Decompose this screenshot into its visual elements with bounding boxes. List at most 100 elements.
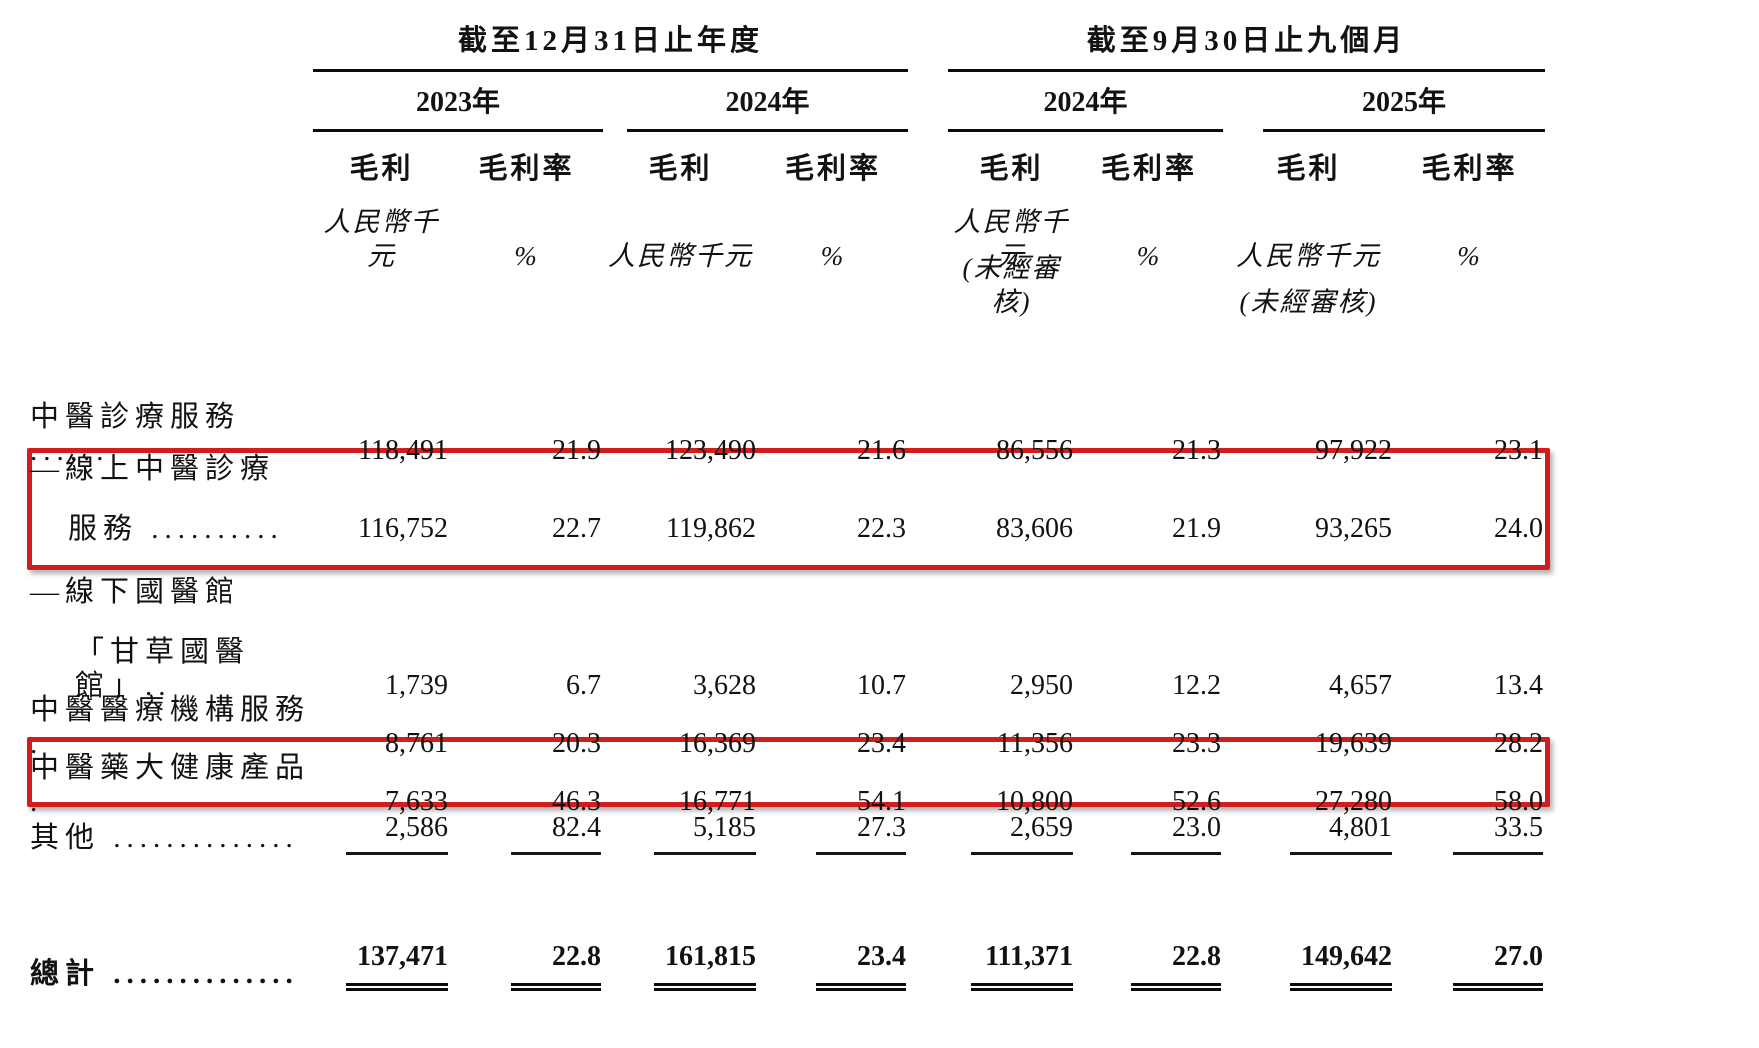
value-cell: 10,800 xyxy=(996,786,1073,817)
unit-percent: % xyxy=(1457,241,1482,271)
value-cell: 5,185 xyxy=(603,811,758,855)
units-row: 人民幣千元 % 人民幣千元 % 人民幣千元 % 人民幣千元 % xyxy=(30,205,1545,273)
subtotal-rule: 33.5 xyxy=(1453,811,1543,855)
value-cell: 27,280 xyxy=(1315,786,1392,817)
value-cell: 119,862 xyxy=(666,513,756,544)
total-rule: 23.4 xyxy=(816,940,906,991)
row-label-line1: —線下國醫館 xyxy=(30,576,241,608)
total-row: 總計 .............. 137,471 22.8 161,815 2… xyxy=(30,940,1545,991)
value-cell: 2,659 xyxy=(948,811,1075,855)
gross-profit-header: 毛利 xyxy=(1276,153,1341,185)
value-cell: 7,633 xyxy=(385,786,448,817)
value-cell: 6.7 xyxy=(566,670,601,701)
unaudited-note: (未經審核) xyxy=(962,253,1061,317)
value-cell: 16,369 xyxy=(679,728,756,759)
value-cell: 21.6 xyxy=(857,435,906,466)
year-header-2025-9m: 2025年 xyxy=(1263,86,1545,132)
period-header-nine-months: 截至9月30日止九個月 xyxy=(948,24,1545,72)
unit-percent: % xyxy=(514,241,539,271)
subtotal-rule: 2,659 xyxy=(971,811,1073,855)
value-cell: 2,586 xyxy=(313,811,450,855)
unaudited-note: (未經審核) xyxy=(1239,287,1378,317)
value-cell: 20.3 xyxy=(552,728,601,759)
row-label: 其他 .............. xyxy=(30,822,299,854)
value-cell: 23.3 xyxy=(1172,728,1221,759)
value-cell: 16,771 xyxy=(679,786,756,817)
value-cell: 54.1 xyxy=(857,786,906,817)
value-cell: 1,739 xyxy=(385,670,448,701)
row-label-line2: 服務 .......... xyxy=(68,513,284,545)
row-label: 中醫藥大健康產品 . xyxy=(30,752,311,818)
value-cell: 22.3 xyxy=(857,513,906,544)
value-cell: 123,490 xyxy=(665,435,756,466)
value-cell: 118,491 xyxy=(358,435,448,466)
row-label-line1: —線上中醫診療 xyxy=(30,453,276,485)
row-label: 中醫診療服務 ...... xyxy=(30,401,241,467)
value-cell: 21.3 xyxy=(1172,435,1221,466)
subtotal-rule: 5,185 xyxy=(654,811,756,855)
table-row: 其他 .............. 2,586 82.4 5,185 27.3 … xyxy=(30,811,1545,855)
margin-header: 毛利率 xyxy=(1421,153,1518,185)
value-cell: 4,801 xyxy=(1223,811,1394,855)
gross-profit-header: 毛利 xyxy=(648,153,713,185)
unit-rmb-thousand: 人民幣千元 xyxy=(953,207,1070,271)
value-cell: 13.4 xyxy=(1494,670,1543,701)
total-value-cell: 23.4 xyxy=(758,940,908,991)
row-label-line2: 「甘草國醫館」.. xyxy=(75,636,251,702)
value-cell: 86,556 xyxy=(996,435,1073,466)
total-value-cell: 27.0 xyxy=(1394,940,1545,991)
table-row: —線下國醫館 「甘草國醫館」.. 1,739 6.7 3,628 10.7 2,… xyxy=(30,575,1545,703)
value-cell: 3,628 xyxy=(693,670,756,701)
total-rule: 111,371 xyxy=(971,940,1073,991)
value-cell: 82.4 xyxy=(450,811,603,855)
value-cell: 52.6 xyxy=(1172,786,1221,817)
year-header-2023: 2023年 xyxy=(313,86,603,132)
subtotal-rule: 2,586 xyxy=(346,811,448,855)
total-rule: 27.0 xyxy=(1453,940,1543,991)
total-value-cell: 22.8 xyxy=(1075,940,1223,991)
value-cell: 8,761 xyxy=(385,728,448,759)
value-cell: 24.0 xyxy=(1494,513,1543,544)
value-cell: 23.1 xyxy=(1494,435,1543,466)
value-cell: 93,265 xyxy=(1315,513,1392,544)
total-value-cell: 137,471 xyxy=(313,940,450,991)
value-cell: 83,606 xyxy=(996,513,1073,544)
row-label: 中醫醫療機構服務 . xyxy=(30,694,311,760)
total-value-cell: 111,371 xyxy=(948,940,1075,991)
value-cell: 19,639 xyxy=(1315,728,1392,759)
value-cell: 46.3 xyxy=(552,786,601,817)
table-row: 中醫醫療機構服務 . 8,761 20.3 16,369 23.4 11,356… xyxy=(30,693,1545,761)
value-cell: 33.5 xyxy=(1394,811,1545,855)
value-cell: 58.0 xyxy=(1494,786,1543,817)
value-cell: 21.9 xyxy=(552,435,601,466)
row-label: —線上中醫診療 服務 .......... xyxy=(30,452,313,546)
value-cell: 21.9 xyxy=(1172,513,1221,544)
gross-profit-header: 毛利 xyxy=(979,153,1044,185)
value-cell: 27.3 xyxy=(758,811,908,855)
total-value-cell: 149,642 xyxy=(1223,940,1394,991)
value-cell: 116,752 xyxy=(358,513,448,544)
value-cell: 4,657 xyxy=(1329,670,1392,701)
year-header-2024: 2024年 xyxy=(627,86,908,132)
value-cell: 28.2 xyxy=(1494,728,1543,759)
value-cell: 2,950 xyxy=(1010,670,1073,701)
subtotal-rule: 82.4 xyxy=(511,811,601,855)
unit-rmb-thousand: 人民幣千元 xyxy=(1236,241,1381,271)
period-group-header-row: 截至12月31日止年度 截至9月30日止九個月 xyxy=(30,24,1545,72)
margin-header: 毛利率 xyxy=(1100,153,1197,185)
unaudited-row: (未經審核) (未經審核) xyxy=(30,251,1545,319)
total-label: 總計 .............. xyxy=(30,958,299,990)
gross-profit-header: 毛利 xyxy=(349,153,414,185)
table-row-highlighted: —線上中醫診療 服務 .......... 116,752 22.7 119,8… xyxy=(30,452,1545,546)
row-label: —線下國醫館 「甘草國醫館」.. xyxy=(30,575,313,703)
margin-header: 毛利率 xyxy=(784,153,881,185)
total-rule: 161,815 xyxy=(654,940,756,991)
total-rule: 137,471 xyxy=(346,940,448,991)
unit-percent: % xyxy=(820,241,846,271)
total-rule: 22.8 xyxy=(511,940,601,991)
unit-rmb-thousand: 人民幣千元 xyxy=(608,241,753,271)
year-header-row: 2023年 2024年 2024年 2025年 xyxy=(30,86,1545,132)
subtotal-rule: 27.3 xyxy=(816,811,906,855)
margin-header: 毛利率 xyxy=(478,153,575,185)
